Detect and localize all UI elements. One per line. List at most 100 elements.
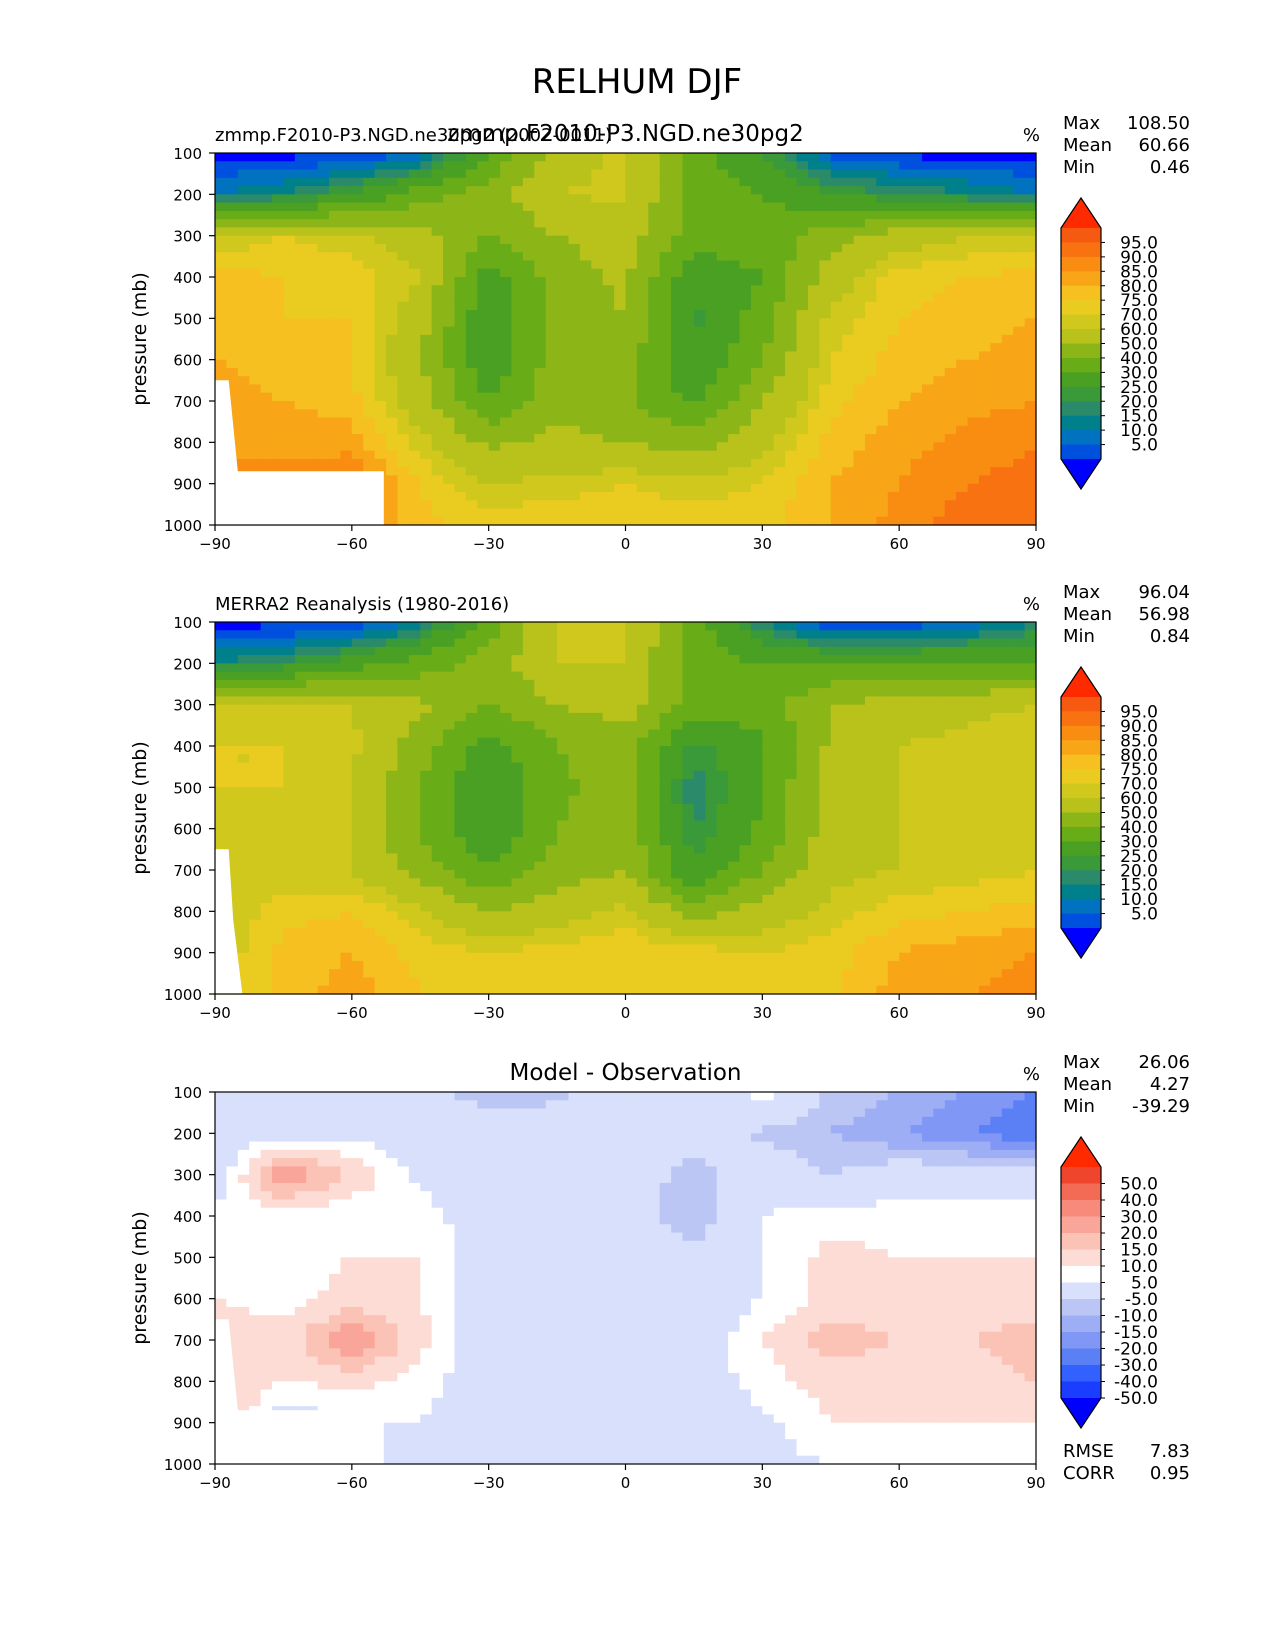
- heatmap-cell: [728, 630, 741, 640]
- heatmap-cell: [910, 679, 923, 689]
- heatmap-cell: [260, 737, 273, 747]
- heatmap-cell: [864, 770, 877, 780]
- heatmap-cell: [534, 508, 547, 518]
- heatmap-cell: [340, 638, 353, 648]
- heatmap-cell: [443, 746, 456, 755]
- heatmap-cell: [454, 318, 467, 328]
- heatmap-cell: [614, 746, 627, 755]
- heatmap-cell: [614, 663, 627, 673]
- heatmap-cell: [739, 467, 752, 476]
- heatmap-cell: [408, 630, 421, 640]
- heatmap-cell: [431, 737, 444, 747]
- heatmap-cell: [853, 663, 866, 673]
- heatmap-cell: [944, 721, 957, 731]
- heatmap-cell: [579, 803, 592, 813]
- heatmap-cell: [294, 235, 307, 245]
- heatmap-cell: [545, 409, 558, 419]
- heatmap-cell: [625, 516, 638, 526]
- heatmap-cell: [317, 268, 330, 278]
- heatmap-cell: [864, 243, 877, 253]
- heatmap-cell: [374, 367, 387, 377]
- heatmap-cell: [534, 376, 547, 386]
- heatmap-cell: [716, 770, 729, 780]
- heatmap-cell: [500, 704, 513, 714]
- heatmap-cell: [785, 268, 798, 278]
- heatmap-cell: [864, 500, 877, 510]
- heatmap-cell: [944, 243, 957, 253]
- heatmap-cell: [807, 227, 820, 237]
- heatmap-cell: [1013, 260, 1026, 270]
- heatmap-cell: [785, 318, 798, 328]
- heatmap-cell: [465, 227, 478, 237]
- heatmap-cell: [488, 622, 501, 631]
- heatmap-cell: [990, 401, 1003, 410]
- heatmap-cell: [443, 343, 456, 352]
- heatmap-cell: [967, 458, 980, 468]
- heatmap-cell: [500, 475, 513, 485]
- heatmap-cell: [488, 194, 501, 204]
- heatmap-cell: [773, 235, 786, 245]
- heatmap-cell: [511, 500, 524, 510]
- heatmap-cell: [648, 434, 661, 443]
- heatmap-cell: [408, 704, 421, 714]
- heatmap-cell: [648, 729, 661, 739]
- heatmap-cell: [739, 409, 752, 419]
- heatmap-cell: [306, 219, 319, 228]
- heatmap-cell: [283, 622, 296, 631]
- heatmap-cell: [728, 508, 741, 518]
- unit-label: %: [1023, 125, 1040, 146]
- heatmap-cell: [636, 467, 649, 476]
- heatmap-cell: [842, 458, 855, 468]
- heatmap-cell: [796, 376, 809, 386]
- heatmap-cell: [249, 293, 262, 303]
- heatmap-cell: [978, 442, 991, 452]
- heatmap-cell: [807, 491, 820, 501]
- heatmap-cell: [967, 712, 980, 722]
- heatmap-cell: [557, 500, 570, 510]
- heatmap-cell: [1001, 721, 1014, 731]
- heatmap-cell: [990, 704, 1003, 714]
- heatmap-cell: [750, 704, 763, 714]
- heatmap-cell: [408, 161, 421, 171]
- heatmap-cell: [830, 721, 843, 731]
- heatmap-cell: [785, 663, 798, 673]
- heatmap-cell: [340, 177, 353, 187]
- heatmap-cell: [819, 301, 832, 311]
- heatmap-cell: [739, 252, 752, 262]
- heatmap-cell: [693, 500, 706, 510]
- heatmap-cell: [990, 326, 1003, 336]
- heatmap-cell: [705, 227, 718, 237]
- heatmap-cell: [329, 202, 342, 212]
- heatmap-cell: [568, 450, 581, 460]
- heatmap-cell: [659, 655, 672, 664]
- heatmap-cell: [956, 334, 969, 344]
- heatmap-cell: [294, 153, 307, 162]
- heatmap-cell: [1024, 483, 1037, 493]
- heatmap-cell: [534, 367, 547, 377]
- heatmap-cell: [283, 202, 296, 212]
- heatmap-cell: [682, 252, 695, 262]
- heatmap-cell: [454, 630, 467, 640]
- heatmap-cell: [477, 671, 490, 681]
- heatmap-cell: [773, 762, 786, 772]
- heatmap-cell: [807, 450, 820, 460]
- heatmap-cell: [306, 434, 319, 443]
- heatmap-cell: [671, 704, 684, 714]
- heatmap-cell: [306, 737, 319, 747]
- heatmap-cell: [785, 227, 798, 237]
- heatmap-cell: [294, 401, 307, 410]
- heatmap-cell: [317, 787, 330, 797]
- heatmap-cell: [294, 671, 307, 681]
- heatmap-cell: [842, 638, 855, 648]
- heatmap-cell: [522, 671, 535, 681]
- heatmap-cell: [887, 235, 900, 245]
- heatmap-cell: [899, 301, 912, 311]
- heatmap-cell: [557, 153, 570, 162]
- heatmap-cell: [842, 177, 855, 187]
- heatmap-cell: [819, 359, 832, 369]
- heatmap-cell: [682, 384, 695, 394]
- heatmap-cell: [557, 483, 570, 493]
- heatmap-cell: [329, 721, 342, 731]
- heatmap-cell: [477, 409, 490, 419]
- heatmap-cell: [659, 351, 672, 361]
